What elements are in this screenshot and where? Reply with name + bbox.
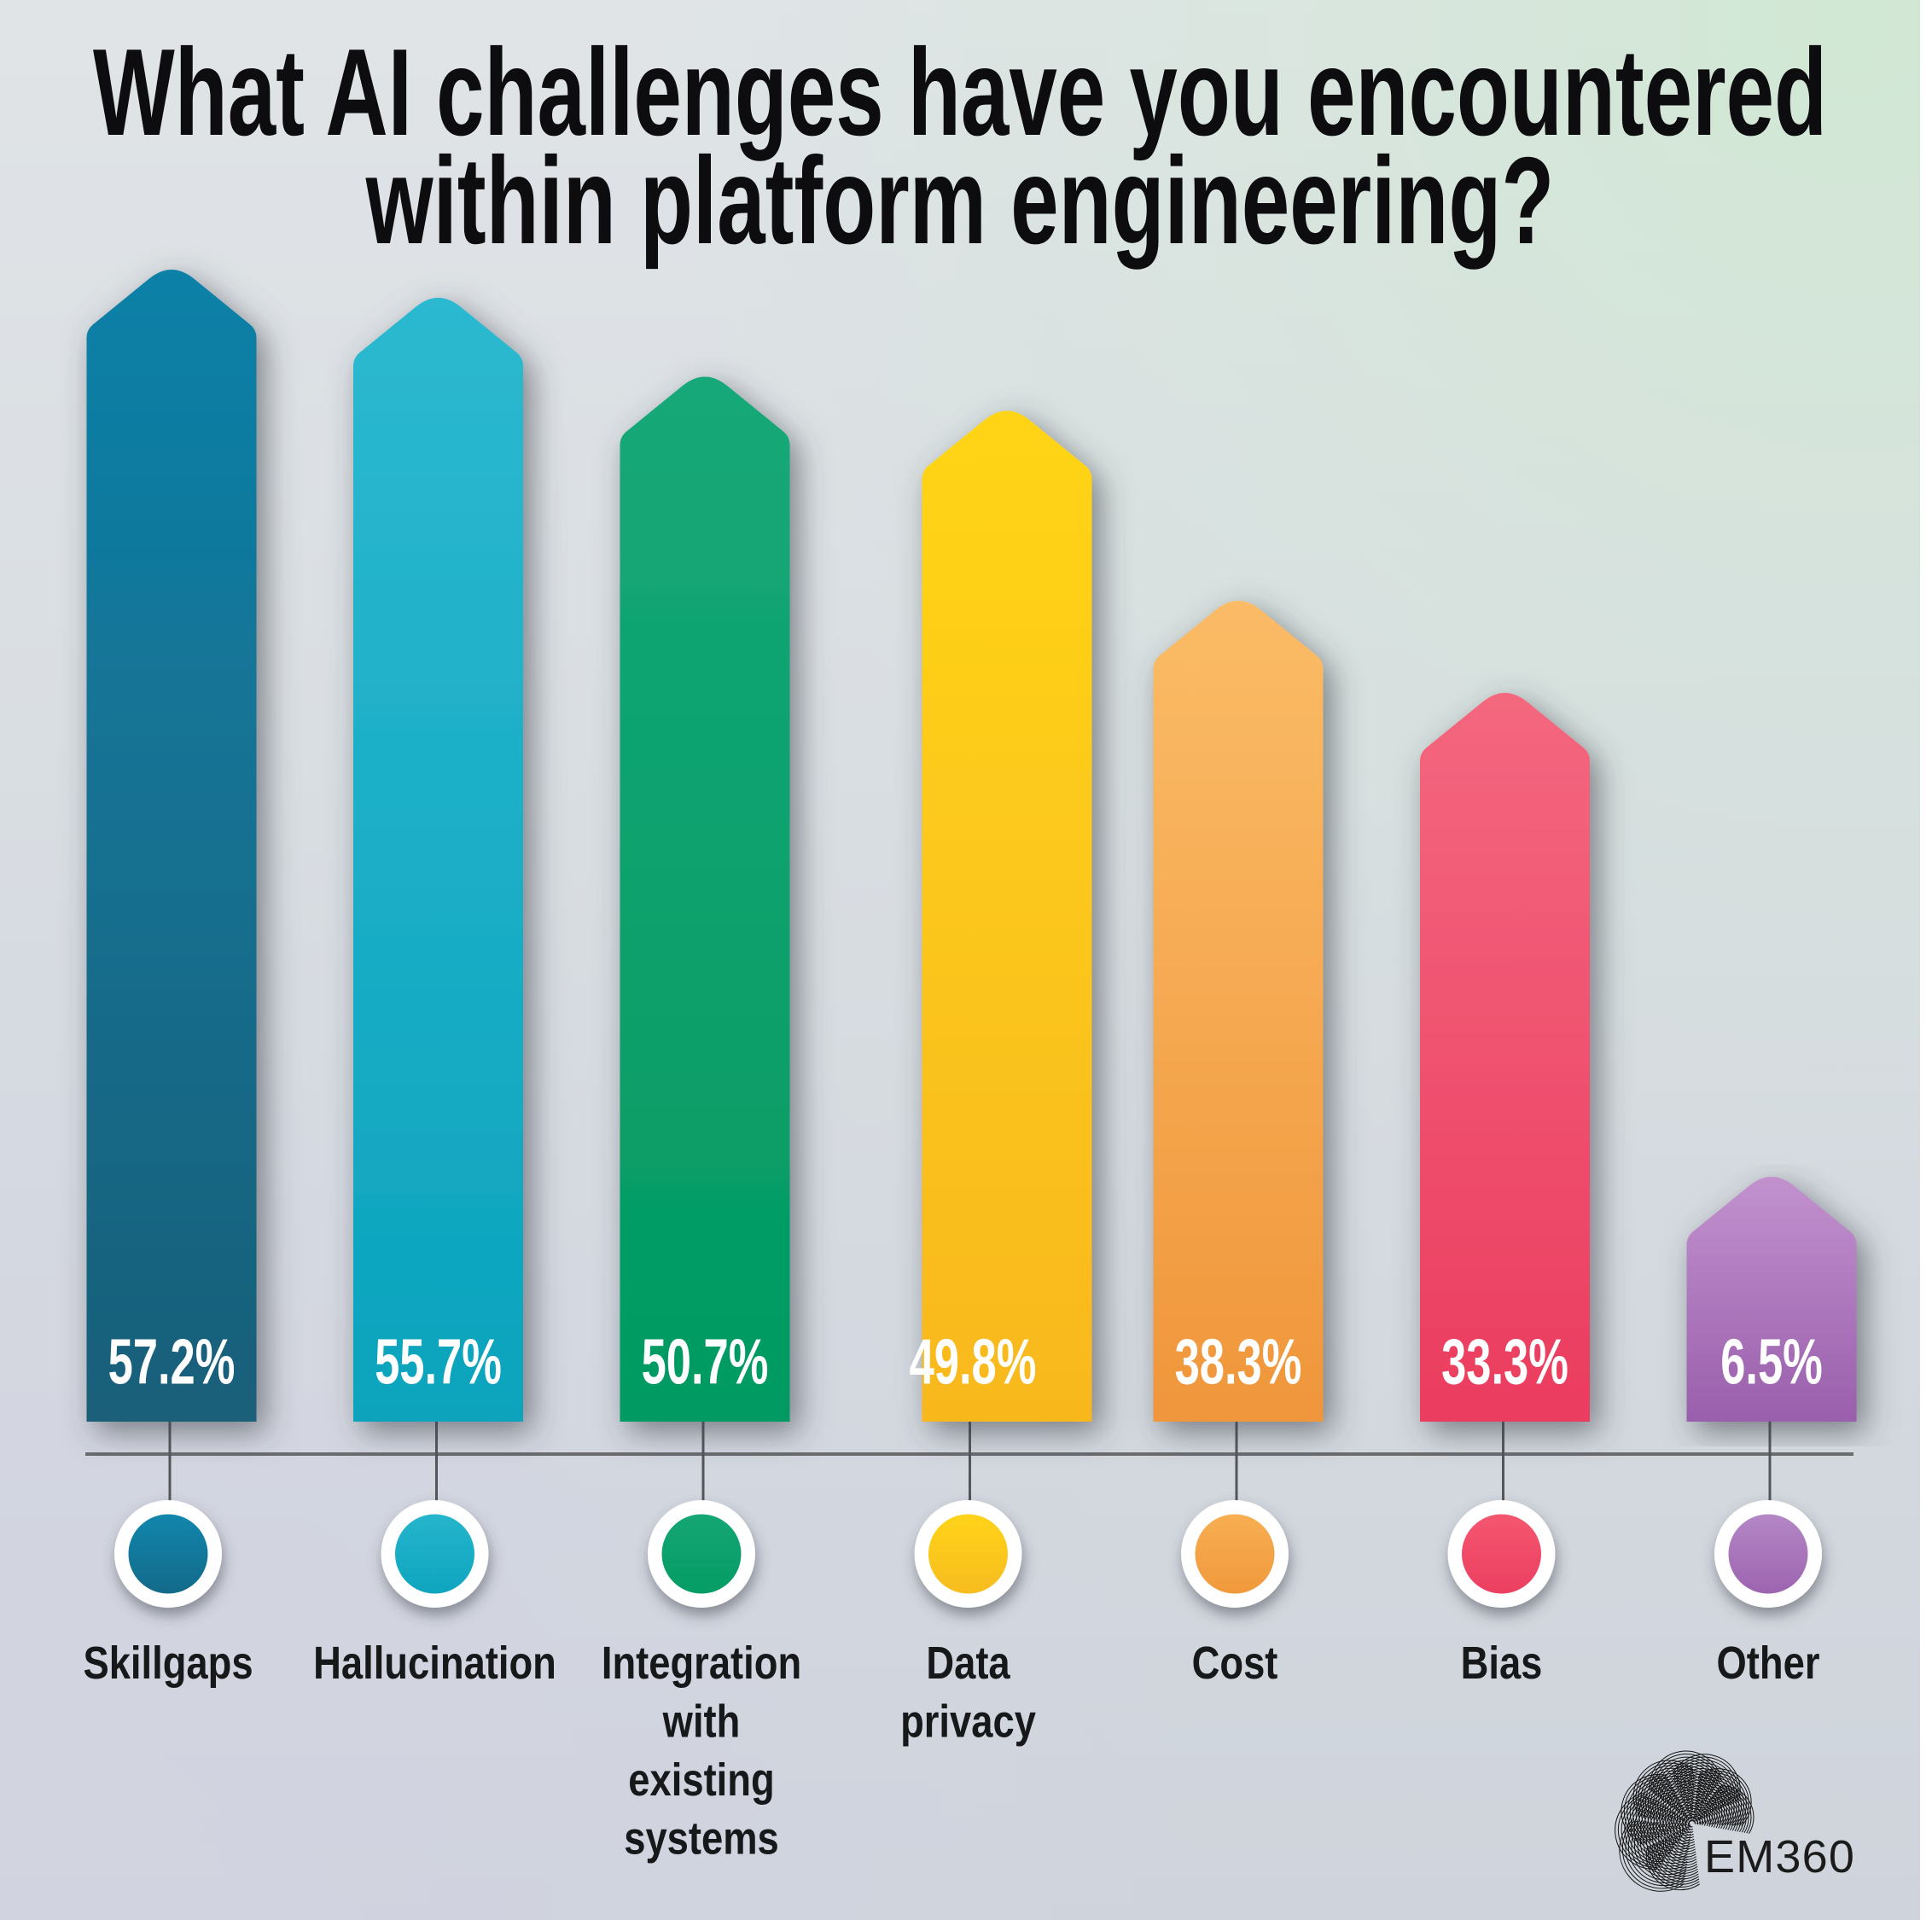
svg-text:55.7%: 55.7% [375, 1325, 502, 1398]
svg-text:49.8%: 49.8% [910, 1325, 1037, 1398]
svg-text:What AI challenges have you en: What AI challenges have you encountered [93, 23, 1827, 161]
svg-text:6.5%: 6.5% [1720, 1325, 1823, 1398]
svg-text:Skillgaps: Skillgaps [83, 1637, 253, 1689]
svg-text:systems: systems [624, 1812, 779, 1865]
svg-text:within platform engineering?: within platform engineering? [365, 131, 1554, 270]
svg-text:38.3%: 38.3% [1175, 1325, 1302, 1398]
svg-text:Integration: Integration [602, 1637, 801, 1689]
svg-text:50.7%: 50.7% [642, 1325, 769, 1398]
svg-text:Other: Other [1717, 1637, 1820, 1689]
svg-text:57.2%: 57.2% [108, 1325, 236, 1398]
svg-text:Data: Data [926, 1637, 1010, 1689]
svg-text:Hallucination: Hallucination [313, 1637, 556, 1689]
svg-text:with: with [662, 1696, 741, 1748]
svg-text:privacy: privacy [900, 1696, 1036, 1748]
svg-text:existing: existing [628, 1754, 774, 1806]
svg-text:Bias: Bias [1461, 1637, 1543, 1689]
svg-text:33.3%: 33.3% [1441, 1325, 1568, 1398]
svg-text:Cost: Cost [1192, 1637, 1278, 1689]
svg-text:EM360: EM360 [1704, 1831, 1855, 1882]
